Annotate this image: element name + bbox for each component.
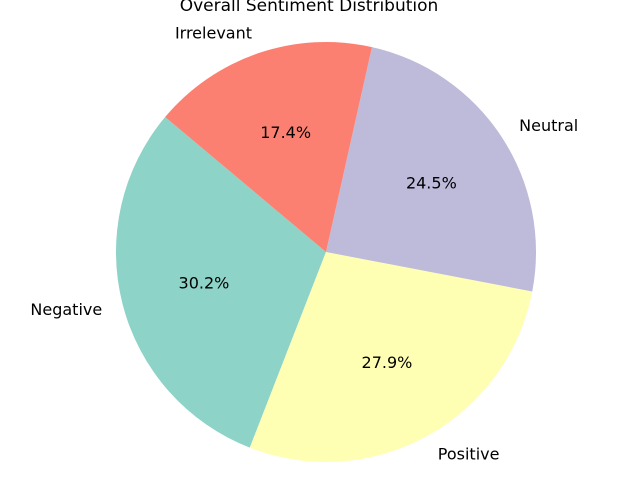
slice-percent-neutral: 24.5% — [406, 173, 457, 192]
pie-labels: Negative 30.2% Positive 27.9% Neutral 24.5% Ir… — [30, 24, 578, 464]
chart-title: Overall Sentiment Distribution — [180, 0, 439, 16]
slice-label-irrelevant: Irrelevant — [175, 24, 252, 43]
slice-percent-negative: 30.2% — [179, 274, 230, 293]
slice-percent-positive: 27.9% — [362, 353, 413, 372]
pie-slice-neutral — [326, 47, 536, 292]
slice-percent-irrelevant: 17.4% — [260, 123, 311, 142]
slice-label-negative: Negative — [30, 300, 102, 319]
pie-slice-negative — [115, 117, 326, 448]
slice-label-positive: Positive — [438, 445, 500, 464]
slice-label-neutral: Neutral — [519, 116, 578, 135]
pie-slice-irrelevant — [165, 42, 372, 253]
pie-slice-positive — [249, 252, 533, 462]
pie-slices — [115, 42, 536, 462]
